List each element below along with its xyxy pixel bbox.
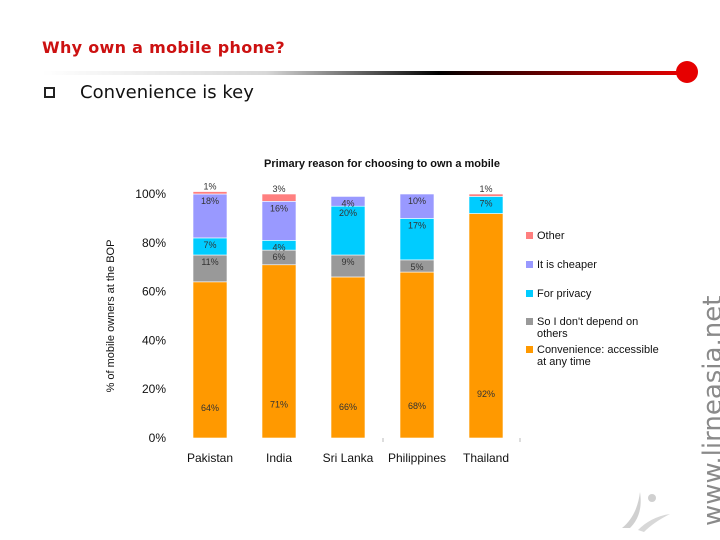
data-label: 7% — [203, 240, 216, 250]
data-label: 6% — [272, 252, 285, 262]
data-label: 66% — [339, 402, 357, 412]
data-label: 68% — [408, 401, 426, 411]
legend-label: It is cheaper — [537, 259, 597, 271]
y-axis-label: % of mobile owners at the BOP — [105, 240, 117, 393]
data-label: 64% — [201, 403, 219, 413]
bar-segment — [261, 264, 297, 439]
bar-segment — [192, 281, 228, 439]
bar-segment — [330, 276, 366, 439]
y-tick-label: 0% — [149, 431, 167, 445]
chart-title: Primary reason for choosing to own a mob… — [264, 158, 500, 170]
bar-segment — [192, 191, 228, 195]
data-label: 18% — [201, 196, 219, 206]
legend-label: For privacy — [537, 288, 592, 300]
red-dot-decoration — [676, 61, 698, 83]
bar-segment — [330, 205, 366, 256]
bullet-icon — [44, 87, 55, 98]
bar-segment — [399, 271, 435, 439]
data-label: 17% — [408, 220, 426, 230]
bar-segment — [399, 218, 435, 261]
y-tick-label: 20% — [142, 382, 166, 396]
data-label: 3% — [272, 184, 285, 194]
data-label: 10% — [408, 196, 426, 206]
bullet-text: Convenience is key — [80, 82, 254, 103]
bar-segment — [399, 193, 435, 219]
data-label: 4% — [341, 198, 354, 208]
y-tick-label: 80% — [142, 236, 166, 250]
data-label: 9% — [341, 257, 354, 267]
legend-swatch — [526, 290, 533, 297]
bar-segment — [192, 193, 228, 239]
data-label: 16% — [270, 203, 288, 213]
x-tick-label: Pakistan — [187, 451, 233, 465]
legend-swatch — [526, 232, 533, 239]
y-tick-label: 100% — [135, 187, 166, 201]
data-label: 11% — [201, 257, 218, 267]
data-label: 92% — [477, 389, 495, 399]
title-rule — [42, 71, 682, 75]
data-label: 20% — [339, 208, 357, 218]
y-tick-label: 40% — [142, 333, 166, 347]
bar-segment — [468, 193, 504, 197]
legend-label: So I don't depend on — [537, 316, 638, 328]
legend-label: at any time — [537, 356, 591, 368]
y-tick-label: 60% — [142, 285, 166, 299]
data-label: 71% — [270, 399, 288, 409]
x-tick-label: Thailand — [463, 451, 509, 465]
legend-label: Other — [537, 230, 565, 242]
legend-swatch — [526, 346, 533, 353]
x-tick-label: Sri Lanka — [323, 451, 374, 465]
lirneasia-logo-icon — [622, 492, 670, 532]
data-label: 1% — [479, 184, 492, 194]
slide-title: Why own a mobile phone? — [42, 38, 285, 57]
legend-label: others — [537, 328, 568, 340]
x-tick-label: Philippines — [388, 451, 446, 465]
watermark-url: www.lirneasia.net — [698, 295, 720, 526]
data-label: 4% — [272, 242, 285, 252]
data-label: 7% — [479, 198, 492, 208]
x-tick-label: India — [266, 451, 292, 465]
legend-swatch — [526, 261, 533, 268]
bar-segment — [468, 213, 504, 439]
legend-swatch — [526, 318, 533, 325]
data-label: 5% — [410, 262, 423, 272]
bar-segment — [330, 196, 366, 207]
legend-label: Convenience: accessible — [537, 344, 659, 356]
bar-segment — [261, 193, 297, 202]
data-label: 1% — [203, 182, 216, 192]
